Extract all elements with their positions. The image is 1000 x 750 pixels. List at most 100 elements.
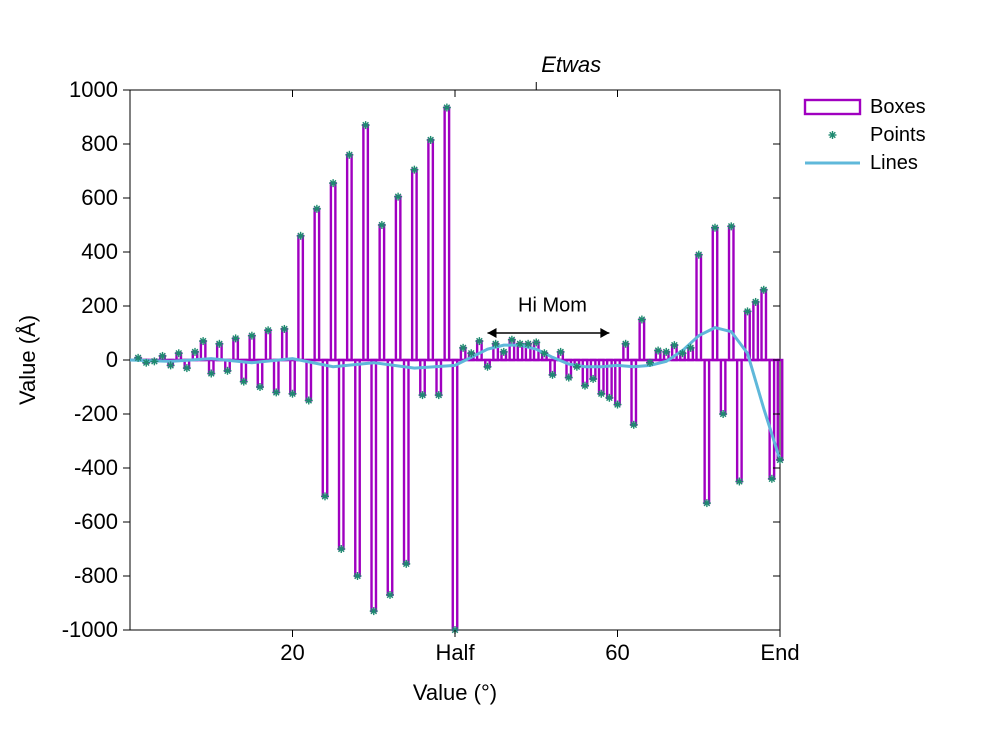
point-marker xyxy=(240,378,248,386)
y-tick-label: -1000 xyxy=(62,617,118,642)
y-axis-label: Value (Å) xyxy=(15,315,40,405)
point-marker xyxy=(711,224,719,232)
point-marker xyxy=(687,344,695,352)
bar xyxy=(640,320,644,361)
point-marker xyxy=(256,383,264,391)
bar xyxy=(697,255,701,360)
bar xyxy=(404,360,408,564)
point-marker xyxy=(760,286,768,294)
legend-label: Boxes xyxy=(870,96,926,118)
bar xyxy=(737,360,741,482)
point-marker xyxy=(500,348,508,356)
point-marker xyxy=(215,340,223,348)
y-tick-label: -800 xyxy=(74,563,118,588)
point-marker xyxy=(549,371,557,379)
chart: 2060HalfEnd -1000-800-600-400-2000200400… xyxy=(0,0,1000,750)
bar xyxy=(453,360,457,630)
point-marker xyxy=(232,334,240,342)
point-marker xyxy=(410,166,418,174)
point-marker xyxy=(280,325,288,333)
bar xyxy=(363,125,367,360)
point-marker xyxy=(207,370,215,378)
y-tick-label: 600 xyxy=(81,185,118,210)
x-axis-label: Value (°) xyxy=(413,680,497,705)
bar xyxy=(762,290,766,360)
y-tick-label: -400 xyxy=(74,455,118,480)
bar xyxy=(258,360,262,387)
point-marker xyxy=(484,363,492,371)
bar xyxy=(388,360,392,595)
point-marker xyxy=(394,193,402,201)
point-marker xyxy=(337,545,345,553)
point-marker xyxy=(829,131,837,139)
bar xyxy=(372,360,376,611)
point-marker xyxy=(646,359,654,367)
annotation: Hi Mom xyxy=(488,294,610,338)
point-marker xyxy=(597,390,605,398)
bar xyxy=(753,302,757,360)
point-marker xyxy=(735,478,743,486)
line-series xyxy=(130,328,780,460)
point-marker xyxy=(540,349,548,357)
y-tick-label: 0 xyxy=(106,347,118,372)
top-axis: Etwas xyxy=(536,52,601,90)
point-marker xyxy=(297,232,305,240)
point-marker xyxy=(313,205,321,213)
bar xyxy=(705,360,709,503)
bar xyxy=(323,360,327,496)
point-series xyxy=(134,104,784,634)
point-marker xyxy=(532,338,540,346)
point-marker xyxy=(248,332,256,340)
point-marker xyxy=(638,316,646,324)
y-tick-label: 800 xyxy=(81,131,118,156)
point-marker xyxy=(370,607,378,615)
bar xyxy=(282,329,286,360)
point-marker xyxy=(605,394,613,402)
point-marker xyxy=(581,382,589,390)
point-marker xyxy=(224,367,232,375)
point-marker xyxy=(329,179,337,187)
point-marker xyxy=(175,349,183,357)
bar xyxy=(347,155,351,360)
bar xyxy=(412,170,416,360)
point-marker xyxy=(768,475,776,483)
point-marker xyxy=(362,121,370,129)
point-marker xyxy=(508,336,516,344)
point-marker xyxy=(272,388,280,396)
bar xyxy=(632,360,636,425)
point-marker xyxy=(614,401,622,409)
point-marker xyxy=(321,492,329,500)
point-marker xyxy=(703,499,711,507)
point-marker xyxy=(264,326,272,334)
point-marker xyxy=(134,354,142,362)
legend-label: Lines xyxy=(870,152,918,174)
point-marker xyxy=(573,363,581,371)
bar xyxy=(729,226,733,360)
bar xyxy=(420,360,424,395)
point-marker xyxy=(492,340,500,348)
point-marker xyxy=(159,352,167,360)
bar xyxy=(713,228,717,360)
point-marker xyxy=(378,221,386,229)
point-marker xyxy=(183,364,191,372)
point-marker xyxy=(150,357,158,365)
point-marker xyxy=(191,348,199,356)
bar xyxy=(445,108,449,360)
point-marker xyxy=(459,344,467,352)
legend-item: Boxes xyxy=(805,96,926,118)
y-tick-label: -600 xyxy=(74,509,118,534)
bar xyxy=(380,225,384,360)
legend-item: Lines xyxy=(805,152,918,174)
bar xyxy=(355,360,359,576)
bar xyxy=(298,236,302,360)
legend-label: Points xyxy=(870,124,926,146)
y-tick-label: 400 xyxy=(81,239,118,264)
point-marker xyxy=(679,349,687,357)
point-marker xyxy=(662,348,670,356)
point-marker xyxy=(167,361,175,369)
point-marker xyxy=(199,337,207,345)
bar xyxy=(339,360,343,549)
point-marker xyxy=(475,337,483,345)
legend-item: Points xyxy=(829,124,926,146)
point-marker xyxy=(557,348,565,356)
